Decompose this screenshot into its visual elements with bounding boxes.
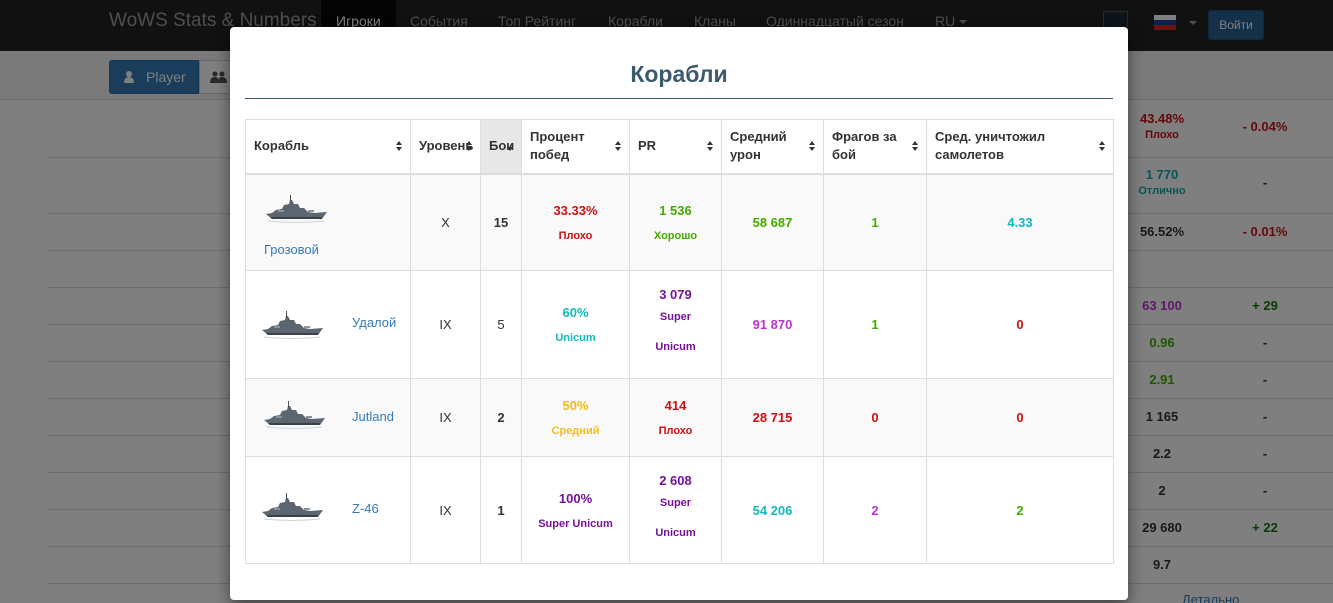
tier-cell: IX xyxy=(410,378,481,457)
winrate-rating: Средний xyxy=(551,425,600,437)
header-label: PR xyxy=(638,138,657,154)
column-header-avg-damage[interactable]: Средний урон xyxy=(721,119,824,175)
pr-value: 414 xyxy=(664,398,687,413)
header-label: Уровень xyxy=(419,138,474,154)
title-divider xyxy=(245,98,1113,99)
destroyer-icon xyxy=(263,401,326,429)
tier-cell: IX xyxy=(410,456,481,564)
sort-icon xyxy=(396,141,402,153)
header-label: Средний урон xyxy=(730,129,787,163)
planes-cell: 0 xyxy=(926,270,1114,379)
table-row: Удалой IX 5 60% Unicum 3 079 Super Unicum … xyxy=(245,270,1114,379)
winrate-cell: 60% Unicum xyxy=(521,270,630,379)
tier-cell: IX xyxy=(410,270,481,379)
winrate-cell: 33.33% Плохо xyxy=(521,173,630,271)
planes-cell: 0 xyxy=(926,378,1114,457)
table-header-row: Корабль Уровень Бои Процент побед PR Сре… xyxy=(245,119,1114,175)
ship-cell: Удалой xyxy=(245,270,411,379)
frags-cell: 1 xyxy=(823,270,927,379)
table-row: Jutland IX 2 50% Средний 414 Плохо 28 715 … xyxy=(245,378,1114,457)
column-header-planes[interactable]: Сред. уничтожил самолетов xyxy=(926,119,1114,175)
pr-rating: Super Unicum xyxy=(655,496,696,539)
pr-cell: 1 536 Хорошо xyxy=(629,173,722,271)
ships-modal: Корабли Корабль Уровень Бои Процент побе… xyxy=(230,27,1128,600)
frags-cell: 1 xyxy=(823,173,927,271)
pr-cell: 3 079 Super Unicum xyxy=(629,270,722,379)
damage-cell: 54 206 xyxy=(721,456,824,564)
winrate-cell: 50% Средний xyxy=(521,378,630,457)
tier-cell: X xyxy=(410,173,481,271)
sort-icon xyxy=(466,141,472,153)
column-header-pr[interactable]: PR xyxy=(629,119,722,175)
table-row: Z-46 IX 1 100% Super Unicum 2 608 Super Un… xyxy=(245,456,1114,564)
ship-name-link[interactable]: Z-46 xyxy=(352,501,379,516)
header-label: Корабль xyxy=(254,138,310,154)
column-header-battles[interactable]: Бои xyxy=(480,119,522,175)
winrate-rating: Плохо xyxy=(558,229,593,242)
ships-table: Корабль Уровень Бои Процент побед PR Сре… xyxy=(245,119,1114,564)
battles-cell: 5 xyxy=(480,270,522,379)
pr-rating: Хорошо xyxy=(653,229,698,242)
ship-name-link[interactable]: Jutland xyxy=(352,409,394,424)
planes-cell: 2 xyxy=(926,456,1114,564)
sort-icon xyxy=(707,141,713,153)
sort-icon xyxy=(809,141,815,153)
destroyer-icon xyxy=(265,194,328,223)
pr-value: 1 536 xyxy=(659,202,692,218)
pr-cell: 2 608 Super Unicum xyxy=(629,456,722,564)
sort-icon xyxy=(1099,141,1105,153)
pr-value: 2 608 xyxy=(659,472,692,488)
ship-cell: Jutland xyxy=(245,378,411,457)
modal-title: Корабли xyxy=(630,61,728,87)
winrate-value: 60% xyxy=(562,305,589,320)
destroyer-icon xyxy=(261,493,324,521)
sort-desc-icon xyxy=(507,141,513,153)
damage-cell: 58 687 xyxy=(721,173,824,271)
damage-cell: 91 870 xyxy=(721,270,824,379)
winrate-value: 100% xyxy=(558,490,593,506)
column-header-tier[interactable]: Уровень xyxy=(410,119,481,175)
ship-name-link[interactable]: Удалой xyxy=(352,315,397,330)
pr-rating: Super Unicum xyxy=(655,311,696,353)
ship-cell: Грозовой xyxy=(245,173,411,271)
ship-cell: Z-46 xyxy=(245,456,411,564)
frags-cell: 0 xyxy=(823,378,927,457)
column-header-frags[interactable]: Фрагов за бой xyxy=(823,119,927,175)
winrate-rating: Unicum xyxy=(555,332,596,344)
battles-cell: 1 xyxy=(480,456,522,564)
planes-cell: 4.33 xyxy=(926,173,1114,271)
header-label: Сред. уничтожил самолетов xyxy=(935,129,1046,163)
sort-icon xyxy=(912,141,918,153)
frags-cell: 2 xyxy=(823,456,927,564)
table-row: Грозовой X 15 33.33% Плохо 1 536 Хорошо 58… xyxy=(245,173,1114,271)
pr-rating: Плохо xyxy=(658,425,693,437)
ship-name-link[interactable]: Грозовой xyxy=(264,241,319,257)
sort-icon xyxy=(615,141,621,153)
column-header-winrate[interactable]: Процент побед xyxy=(521,119,630,175)
header-label: Фрагов за бой xyxy=(832,129,897,163)
winrate-cell: 100% Super Unicum xyxy=(521,456,630,564)
pr-value: 3 079 xyxy=(659,287,692,302)
destroyer-icon xyxy=(261,311,324,339)
header-label: Процент побед xyxy=(530,129,585,163)
damage-cell: 28 715 xyxy=(721,378,824,457)
winrate-rating: Super Unicum xyxy=(538,517,613,530)
battles-cell: 2 xyxy=(480,378,522,457)
pr-cell: 414 Плохо xyxy=(629,378,722,457)
battles-cell: 15 xyxy=(480,173,522,271)
winrate-value: 33.33% xyxy=(553,202,598,218)
winrate-value: 50% xyxy=(562,398,589,413)
column-header-ship[interactable]: Корабль xyxy=(245,119,411,175)
